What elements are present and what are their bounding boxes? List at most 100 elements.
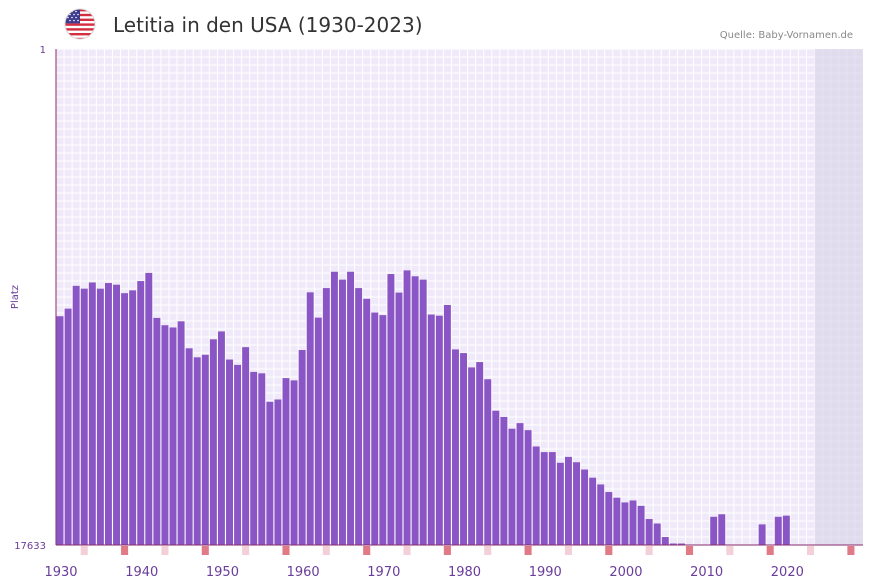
x-tick-label-2010: 2010 [690, 565, 723, 580]
x-tick-label-2000: 2000 [609, 565, 642, 580]
bar-1952[interactable] [234, 364, 242, 545]
year-marker-1968 [363, 546, 371, 555]
bar-2003[interactable] [645, 519, 653, 545]
bar-1964[interactable] [330, 271, 338, 545]
bar-1950[interactable] [217, 331, 225, 545]
bar-1986[interactable] [508, 428, 516, 545]
bar-1956[interactable] [266, 401, 274, 545]
bar-2011[interactable] [710, 516, 718, 545]
x-tick-label-1980: 1980 [448, 565, 481, 580]
bar-1976[interactable] [427, 314, 435, 545]
bar-1977[interactable] [435, 315, 443, 545]
bar-1937[interactable] [113, 284, 120, 545]
bar-1957[interactable] [274, 399, 282, 545]
bar-1979[interactable] [451, 349, 459, 545]
year-marker-1998 [605, 546, 613, 555]
bar-1973[interactable] [403, 270, 411, 545]
bar-1933[interactable] [80, 288, 88, 545]
bar-2005[interactable] [661, 537, 669, 545]
bar-1943[interactable] [161, 325, 169, 545]
bar-1998[interactable] [605, 492, 613, 545]
bar-1978[interactable] [443, 304, 451, 545]
bar-1939[interactable] [129, 290, 137, 545]
bar-1994[interactable] [573, 462, 580, 545]
bar-1985[interactable] [500, 416, 508, 545]
bar-1996[interactable] [589, 477, 597, 545]
bar-1948[interactable] [201, 354, 209, 545]
bar-1935[interactable] [96, 288, 104, 545]
bar-1984[interactable] [492, 410, 500, 545]
bar-1989[interactable] [532, 446, 540, 545]
bar-1997[interactable] [597, 484, 605, 545]
bar-1988[interactable] [524, 430, 532, 545]
bar-1949[interactable] [209, 339, 217, 545]
y-tick-label-top: 1 [40, 45, 46, 56]
bar-1992[interactable] [556, 462, 564, 545]
bar-2000[interactable] [621, 502, 629, 545]
year-marker-1973 [403, 546, 411, 555]
bar-1990[interactable] [540, 452, 548, 545]
bar-1971[interactable] [387, 274, 395, 545]
bar-1968[interactable] [363, 298, 371, 545]
bar-1991[interactable] [548, 452, 556, 545]
bar-1945[interactable] [177, 321, 185, 545]
bar-1958[interactable] [282, 378, 290, 545]
bar-1942[interactable] [153, 317, 161, 545]
bar-1967[interactable] [355, 288, 363, 545]
bar-1946[interactable] [185, 348, 193, 545]
bar-1930[interactable] [56, 316, 64, 545]
future-shade [814, 49, 863, 545]
bar-1961[interactable] [306, 292, 314, 545]
bar-2007[interactable] [677, 543, 685, 545]
bar-2012[interactable] [718, 514, 726, 545]
bar-2004[interactable] [653, 523, 661, 545]
bar-1965[interactable] [339, 279, 346, 545]
bar-1959[interactable] [290, 380, 298, 545]
bar-1980[interactable] [460, 353, 468, 545]
bar-1954[interactable] [250, 371, 258, 545]
bar-1934[interactable] [88, 282, 96, 545]
x-tick-labels: 1930 1940 1950 1960 1970 1980 1990 2000 2010 2020 [44, 565, 803, 580]
bar-1953[interactable] [242, 347, 250, 545]
bar-1932[interactable] [72, 285, 80, 545]
x-tick-label-1950: 1950 [206, 565, 239, 580]
bar-1955[interactable] [258, 373, 266, 545]
bar-1941[interactable] [145, 272, 153, 545]
bar-1983[interactable] [484, 379, 492, 545]
bar-1974[interactable] [411, 276, 419, 545]
bar-1947[interactable] [193, 357, 201, 545]
bars-group [56, 270, 790, 545]
bar-1966[interactable] [347, 271, 355, 545]
bar-2017[interactable] [758, 524, 766, 545]
bar-1993[interactable] [564, 456, 572, 545]
chart-title: Letitia in den USA (1930-2023) [113, 13, 423, 37]
bar-1963[interactable] [322, 288, 330, 545]
bar-1982[interactable] [476, 362, 484, 545]
bar-1987[interactable] [516, 423, 524, 545]
bar-1938[interactable] [121, 293, 129, 545]
bar-1931[interactable] [64, 308, 72, 545]
bar-2019[interactable] [774, 516, 782, 545]
bar-1940[interactable] [137, 281, 145, 545]
bar-1975[interactable] [419, 279, 427, 545]
bar-1970[interactable] [379, 315, 387, 545]
bar-1969[interactable] [371, 312, 379, 545]
bar-2006[interactable] [669, 543, 677, 545]
year-marker-1978 [443, 546, 451, 555]
bar-2002[interactable] [637, 505, 645, 545]
bar-1951[interactable] [226, 359, 233, 545]
bar-1981[interactable] [468, 367, 476, 545]
bar-1936[interactable] [104, 283, 112, 545]
y-tick-label-bottom: 17633 [14, 541, 46, 552]
bar-1999[interactable] [613, 497, 621, 545]
bar-2001[interactable] [629, 500, 637, 545]
bar-1944[interactable] [169, 327, 177, 545]
bar-1960[interactable] [298, 349, 306, 545]
bar-1962[interactable] [314, 317, 322, 545]
grid-lines [55, 48, 864, 546]
x-tick-label-1940: 1940 [125, 565, 158, 580]
bar-1995[interactable] [581, 469, 589, 545]
bar-2020[interactable] [782, 515, 790, 545]
bar-1972[interactable] [395, 292, 403, 545]
